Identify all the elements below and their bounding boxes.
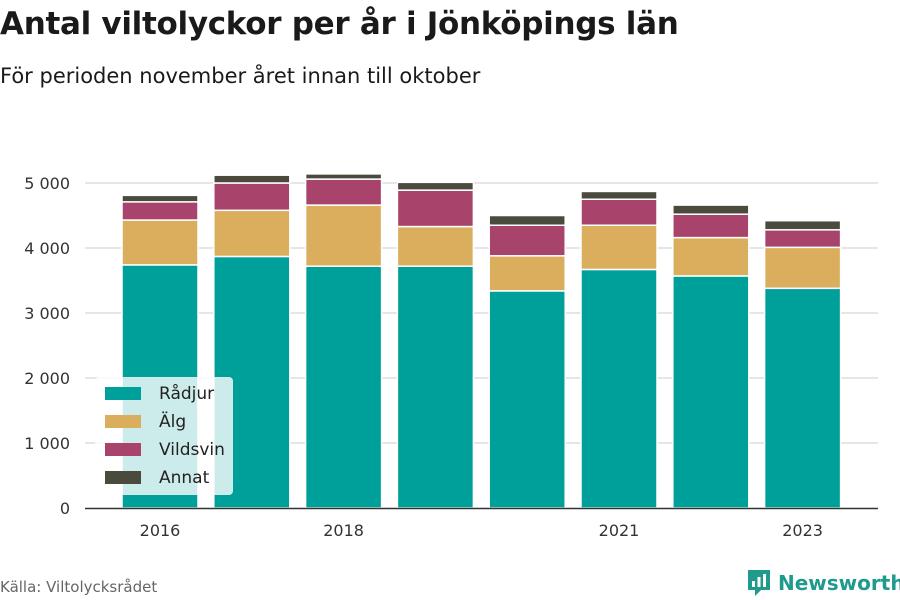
bar-segment-vildsvin-2022 xyxy=(672,213,750,239)
source-note: Källa: Viltolycksrådet xyxy=(0,578,158,596)
x-tick-label: 2023 xyxy=(782,521,823,540)
y-tick-label: 1 000 xyxy=(24,434,70,453)
bar-segment-rådjur-2018 xyxy=(304,265,383,509)
legend-label: Älg xyxy=(159,411,186,432)
bar-segment-rådjur-2019 xyxy=(396,265,475,509)
bar-segment-vildsvin-2023 xyxy=(763,229,842,249)
bar-segment-vildsvin-2017 xyxy=(213,182,291,212)
legend-label: Annat xyxy=(159,468,210,488)
bar-segment-älg-2023 xyxy=(763,246,842,290)
bar-segment-annat-2017 xyxy=(213,174,291,184)
y-axis-labels: 0 1 000 2 000 3 000 4 000 5 000 xyxy=(24,174,70,518)
bar-segment-älg-2018 xyxy=(304,204,383,267)
chart-title: Antal viltolyckor per år i Jönköpings lä… xyxy=(0,6,679,42)
legend-swatch-älg xyxy=(105,415,141,428)
bar-segment-annat-2019 xyxy=(396,181,475,191)
legend-swatch-rådjur xyxy=(105,387,141,400)
bar-segment-annat-2023 xyxy=(763,219,842,231)
legend-label: Rådjur xyxy=(159,383,214,404)
bar-segment-annat-2016 xyxy=(121,194,199,203)
bar-segment-rådjur-2020 xyxy=(488,290,566,509)
bar-segment-rådjur-2021 xyxy=(580,268,658,509)
chart-subtitle: För perioden november året innan till ok… xyxy=(0,64,481,88)
y-tick-label: 2 000 xyxy=(24,369,70,388)
y-tick-label: 0 xyxy=(60,499,70,518)
y-tick-label: 5 000 xyxy=(24,174,70,193)
bar-segment-rådjur-2022 xyxy=(672,275,750,509)
bar-segment-älg-2022 xyxy=(672,236,750,277)
bar-segment-annat-2021 xyxy=(580,190,658,200)
bar-segment-älg-2019 xyxy=(396,225,475,267)
x-tick-label: 2018 xyxy=(323,521,364,540)
legend-label: Vildsvin xyxy=(159,440,225,460)
bar-segment-vildsvin-2018 xyxy=(304,178,383,206)
legend-swatch-vildsvin xyxy=(105,443,141,456)
brand-name: Newsworthy xyxy=(778,571,900,595)
bar-segment-vildsvin-2016 xyxy=(121,201,199,221)
bar-segment-vildsvin-2021 xyxy=(580,198,658,226)
bar-segment-annat-2018 xyxy=(304,173,383,180)
legend: Rådjur Älg Vildsvin Annat xyxy=(95,377,233,495)
x-tick-label: 2021 xyxy=(599,521,640,540)
brand-logo: Newsworthy xyxy=(746,568,900,598)
bar-segment-rådjur-2023 xyxy=(763,287,842,509)
bar-segment-älg-2021 xyxy=(580,224,658,271)
bar-segment-vildsvin-2019 xyxy=(396,189,475,228)
bar-segment-älg-2016 xyxy=(121,219,199,266)
legend-swatch-annat xyxy=(105,471,141,484)
y-tick-label: 4 000 xyxy=(24,239,70,258)
bar-segment-annat-2020 xyxy=(488,214,566,226)
bar-segment-annat-2022 xyxy=(672,204,750,215)
bar-segment-vildsvin-2020 xyxy=(488,224,566,257)
legend-background xyxy=(95,377,233,495)
x-tick-label: 2016 xyxy=(140,521,181,540)
y-tick-label: 3 000 xyxy=(24,304,70,323)
x-axis-labels: 2016 2018 2021 2023 xyxy=(140,521,823,540)
bar-segment-älg-2017 xyxy=(213,209,291,258)
bar-segment-älg-2020 xyxy=(488,255,566,292)
newsworthy-logo-icon xyxy=(748,570,770,596)
